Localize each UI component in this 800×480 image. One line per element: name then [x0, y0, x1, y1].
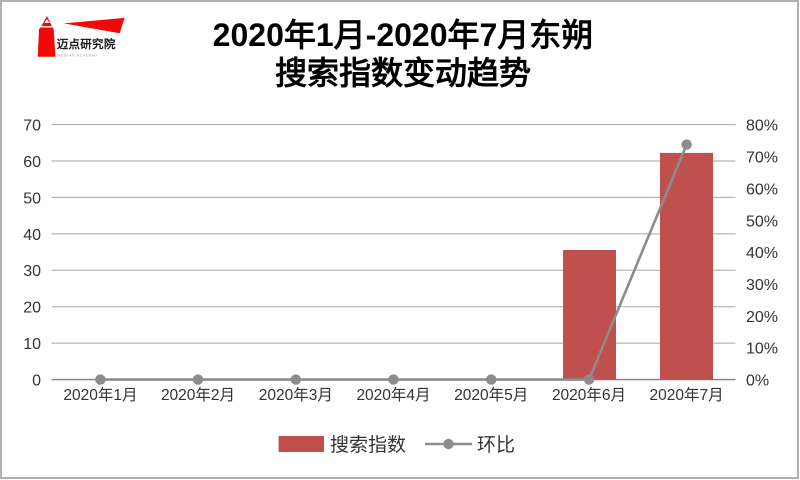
svg-text:2020年5月: 2020年5月	[454, 386, 528, 404]
svg-text:60: 60	[23, 154, 41, 171]
svg-text:60%: 60%	[746, 181, 778, 198]
svg-text:搜索指数: 搜索指数	[330, 434, 406, 456]
svg-text:50%: 50%	[746, 213, 778, 230]
svg-text:0: 0	[32, 373, 41, 390]
svg-text:30%: 30%	[746, 277, 778, 294]
svg-text:80%: 80%	[746, 118, 778, 135]
svg-text:2020年7月: 2020年7月	[650, 386, 724, 404]
svg-text:40%: 40%	[746, 245, 778, 262]
svg-text:40: 40	[23, 227, 41, 244]
svg-text:20%: 20%	[746, 309, 778, 326]
svg-text:10%: 10%	[746, 341, 778, 358]
svg-text:环比: 环比	[477, 434, 515, 456]
svg-text:20: 20	[23, 300, 41, 317]
svg-text:50: 50	[23, 190, 41, 207]
svg-text:70%: 70%	[746, 150, 778, 167]
svg-text:10: 10	[23, 336, 41, 353]
svg-text:2020年6月: 2020年6月	[552, 386, 626, 404]
svg-text:0%: 0%	[746, 373, 769, 390]
svg-text:2020年2月: 2020年2月	[161, 386, 235, 404]
svg-text:70: 70	[23, 118, 41, 135]
svg-text:2020年3月: 2020年3月	[259, 386, 333, 404]
svg-text:2020年1月: 2020年1月	[63, 386, 137, 404]
svg-text:迈点研究院: 迈点研究院	[57, 37, 116, 51]
svg-text:MEDIAN ACADEMY: MEDIAN ACADEMY	[58, 53, 99, 57]
svg-text:2020年4月: 2020年4月	[356, 386, 430, 404]
svg-text:30: 30	[23, 263, 41, 280]
